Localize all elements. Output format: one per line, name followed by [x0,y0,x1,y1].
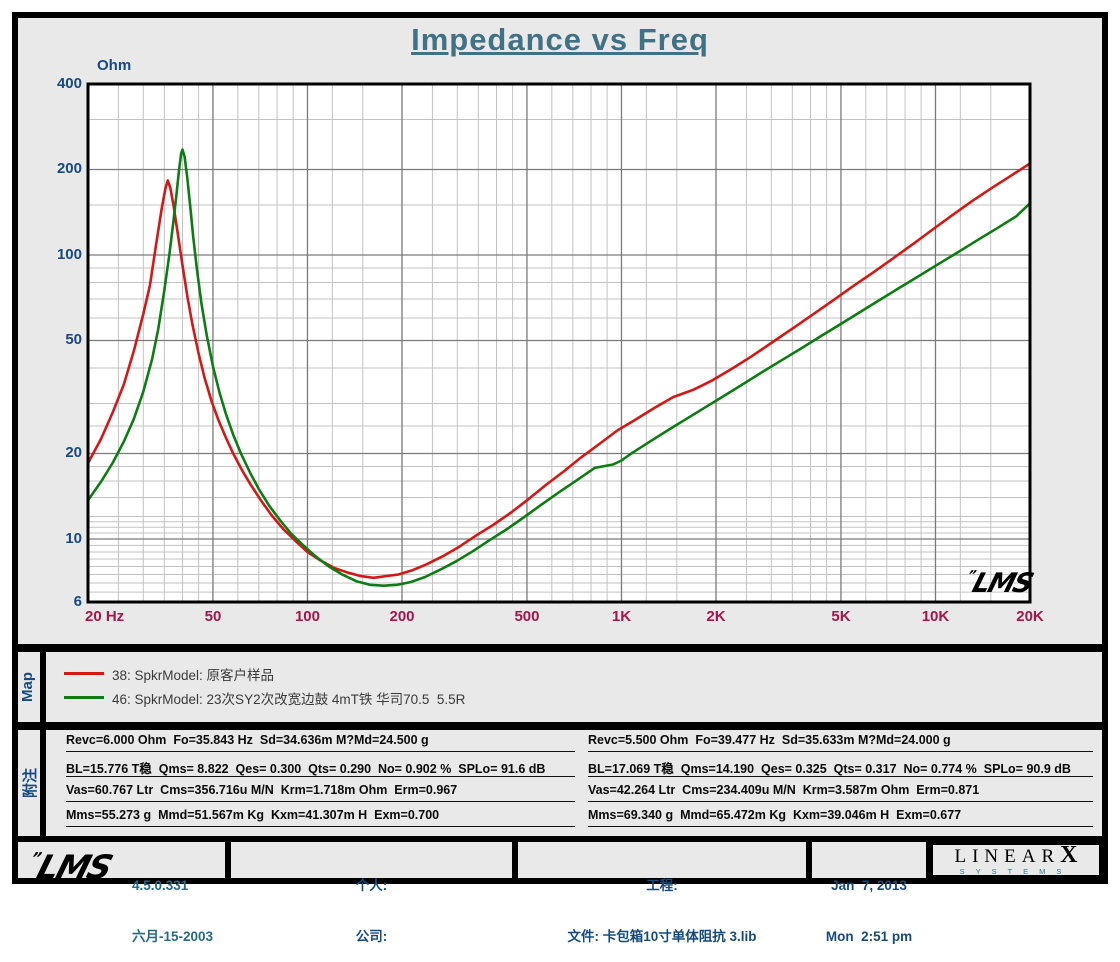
note-line: Revc=6.000 Ohm Fo=35.843 Hz Sd=34.636m M… [66,733,575,752]
x-tick-label: 500 [514,608,540,625]
y-axis-unit-label: Ohm [97,57,132,74]
notes-strip-divider [40,730,46,836]
legend-swatch [64,672,104,675]
statusbar-divider [225,842,231,878]
note-line: Revc=5.500 Ohm Fo=39.477 Hz Sd=35.633m M… [588,733,1093,752]
legend-label: 46: SpkrModel: 23次SY2次改宽边鼓 4mT铁 华司70.5 5… [112,692,466,707]
lms-logo: ”LMS [23,840,117,887]
linearx-logo-x: X [1060,842,1078,868]
lms-watermark: ”LMS [965,567,1036,599]
separator-band [18,644,1102,652]
note-line: Vas=60.767 Ltr Cms=356.716u M/N Krm=1.71… [66,783,575,802]
x-tick-label: 200 [389,608,415,625]
lms-impedance-screen: { "title": "Impedance vs Freq", "colors"… [12,12,1108,944]
map-strip-label: Map [19,672,36,702]
y-tick-label: 100 [56,245,82,263]
y-tick-label: 6 [73,593,82,610]
datetime-cell: Jan 7, 2013 Mon 2:51 pm [812,843,926,962]
lms-logo-text: LMS [32,847,116,887]
company-label: 公司: [355,929,388,944]
statusbar-divider [806,842,812,878]
legend-label: 38: SpkrModel: 原客户样品 [112,668,275,683]
project-label: 工程: [646,878,678,893]
page-title: Impedance vs Freq [411,22,709,57]
note-line: Vas=42.264 Ltr Cms=234.409u M/N Krm=3.58… [588,783,1093,802]
y-tick-label: 10 [65,529,82,547]
y-tick-label: 200 [56,160,82,178]
personal-label: 个人: [355,878,388,893]
legend-swatch [64,696,104,699]
impedance-curve-green [86,148,1032,588]
x-tick-label: 100 [294,608,320,625]
linearx-logo: LINEARX SYSTEMS [930,842,1102,878]
x-tick-label: 1K [611,608,632,625]
impedance-chart [86,82,1032,604]
statusbar-divider [926,842,932,878]
separator-band [18,836,1102,842]
y-tick-label: 50 [65,331,82,349]
x-tick-label: 50 [204,608,222,625]
note-line: BL=17.069 T稳 Qms=14.190 Qes= 0.325 Qts= … [588,758,1093,777]
separator-band [18,722,1102,730]
personal-cell: 个人: 公司: [231,843,512,962]
x-tick-label: 5K [831,608,851,625]
statusbar-divider [512,842,518,878]
y-tick-label: 20 [65,444,82,462]
date-text: Jan 7, 2013 [831,878,907,893]
x-tick-label: 20K [1016,608,1044,625]
x-tick-label: 20 Hz [85,608,125,625]
notes-strip-label: 附注 [22,768,39,799]
note-line: Mms=69.340 g Mmd=65.472m Kg Kxm=39.046m … [588,808,1093,827]
linearx-logo-systems: SYSTEMS [959,867,1073,876]
note-line: Mms=55.273 g Mmd=51.567m Kg Kxm=41.307m … [66,808,575,827]
linearx-logo-name: LINEARX [954,842,1078,868]
file-label: 文件: 卡包箱10寸单体阻抗 3.lib [567,929,757,944]
plot-area [88,84,1030,602]
impedance-curve-red [86,162,1032,580]
time-text: Mon 2:51 pm [825,929,913,944]
x-tick-label: 2K [706,608,726,625]
map-strip-divider [40,652,46,722]
project-cell: 工程: 文件: 卡包箱10寸单体阻抗 3.lib [518,843,806,962]
x-tick-label: 10K [921,608,950,625]
y-tick-label: 400 [56,75,82,92]
version-number: 4.5.0.331 [132,878,189,893]
plot-border [86,82,1032,604]
note-line: BL=15.776 T稳 Qms= 8.822 Qes= 0.300 Qts= … [66,758,575,777]
